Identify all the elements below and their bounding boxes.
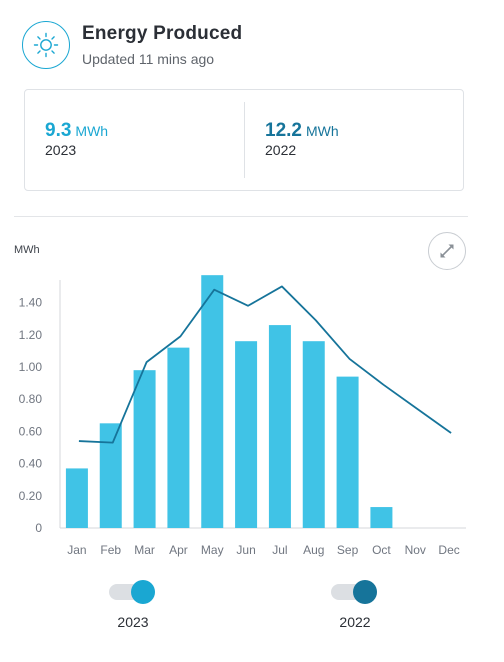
y-tick-label: 1.00 [19, 360, 43, 374]
stat-value: 9.3 [45, 120, 72, 141]
toggle-2023[interactable] [109, 580, 157, 604]
y-tick-label: 0.80 [19, 392, 43, 406]
x-tick-label: Jun [236, 543, 255, 557]
summary-divider [244, 102, 245, 178]
legend-label: 2023 [117, 614, 149, 630]
x-tick-label: Sep [337, 543, 359, 557]
legend-2022[interactable]: 2022 [325, 580, 385, 630]
y-tick-label: 0.60 [19, 424, 43, 438]
x-tick-label: Oct [372, 543, 391, 557]
y-tick-label: 1.40 [19, 296, 43, 310]
stat-unit: MWh [75, 123, 109, 139]
updated-timestamp: Updated 11 mins ago [82, 51, 215, 67]
stat-2023: 9.3 MWh 2023 [45, 120, 108, 158]
stat-unit: MWh [305, 123, 339, 139]
bar-sep [336, 376, 359, 528]
section-divider [14, 216, 468, 217]
stat-2022: 12.2 MWh 2022 [265, 120, 339, 158]
expand-icon [440, 244, 454, 258]
x-tick-label: Jul [272, 543, 287, 557]
toggle-2022[interactable] [331, 580, 379, 604]
series-line-2022 [78, 285, 452, 444]
x-tick-label: Apr [169, 543, 188, 557]
stat-year: 2023 [45, 142, 77, 158]
x-tick-label: Jan [67, 543, 86, 557]
y-tick-label: 1.20 [19, 328, 43, 342]
page-title: Energy Produced [82, 23, 243, 44]
stat-value: 12.2 [265, 120, 302, 141]
legend-label: 2022 [339, 614, 371, 630]
summary-card: 9.3 MWh 2023 12.2 MWh 2022 [24, 89, 464, 191]
expand-button[interactable] [428, 232, 466, 270]
stat-year: 2022 [265, 142, 297, 158]
x-tick-label: May [201, 543, 224, 557]
bar-oct [370, 507, 393, 528]
bar-mar [133, 370, 156, 528]
x-tick-label: Feb [100, 543, 121, 557]
y-tick-label: 0 [35, 521, 42, 535]
legend-2023[interactable]: 2023 [103, 580, 163, 630]
bar-aug [302, 341, 325, 528]
x-tick-label: Dec [438, 543, 459, 557]
bar-jan [65, 468, 88, 528]
header: Energy Produced Updated 11 mins ago [22, 20, 242, 70]
bar-apr [167, 347, 190, 528]
y-tick-label: 0.40 [19, 457, 43, 471]
y-tick-label: 0.20 [19, 489, 43, 503]
bar-jul [268, 325, 291, 528]
x-tick-label: Aug [303, 543, 324, 557]
energy-chart: 0 0.20 0.40 0.60 0.80 1.00 1.20 1.40 Jan Feb Mar A… [19, 275, 466, 557]
y-axis-label: MWh [14, 244, 40, 256]
x-tick-label: Nov [405, 543, 426, 557]
bar-jun [235, 341, 258, 528]
x-tick-label: Mar [134, 543, 155, 557]
sun-icon [22, 21, 70, 69]
bar-may [201, 275, 224, 528]
bar-feb [99, 423, 122, 528]
